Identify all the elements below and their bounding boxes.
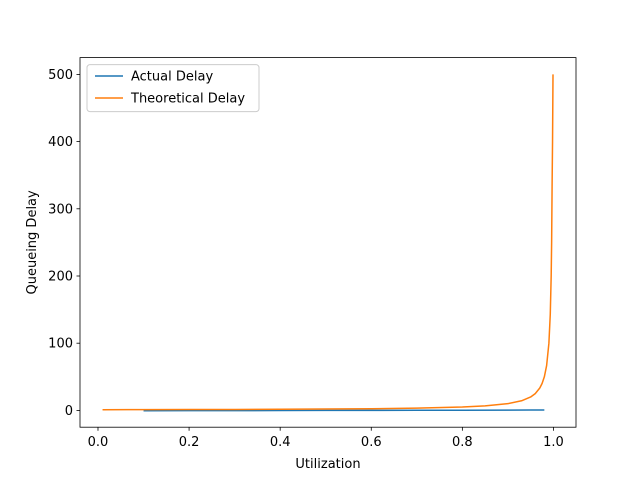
y-axis-ticks: 0 100 200 300 400 500 bbox=[48, 68, 80, 419]
x-tick-label: 0.6 bbox=[361, 435, 382, 450]
x-tick-label: 1.0 bbox=[543, 435, 564, 450]
x-tick-label: 0.4 bbox=[270, 435, 291, 450]
plot-frame bbox=[79, 57, 577, 428]
x-tick-label: 0.2 bbox=[179, 435, 200, 450]
x-tick-label: 0.8 bbox=[452, 435, 473, 450]
x-axis-label: Utilization bbox=[295, 457, 360, 472]
legend: Actual Delay Theoretical Delay bbox=[86, 64, 260, 113]
legend-box bbox=[86, 64, 260, 113]
y-tick-label: 200 bbox=[48, 270, 73, 285]
y-tick-label: 500 bbox=[48, 68, 73, 83]
y-tick-label: 400 bbox=[48, 135, 73, 150]
x-axis-ticks: 0.0 0.2 0.4 0.6 0.8 1.0 bbox=[88, 427, 564, 450]
y-tick-label: 100 bbox=[48, 337, 73, 352]
legend-label-theoretical-delay: Theoretical Delay bbox=[130, 92, 245, 107]
plot-lines bbox=[102, 74, 554, 412]
series-line-theoretical-delay bbox=[102, 74, 554, 411]
y-axis-label: Queueing Delay bbox=[25, 190, 40, 295]
x-tick-label: 0.0 bbox=[88, 435, 109, 450]
legend-label-actual-delay: Actual Delay bbox=[131, 70, 213, 85]
y-tick-label: 0 bbox=[65, 404, 73, 419]
series-line-actual-delay bbox=[143, 409, 545, 412]
y-tick-label: 300 bbox=[48, 202, 73, 217]
